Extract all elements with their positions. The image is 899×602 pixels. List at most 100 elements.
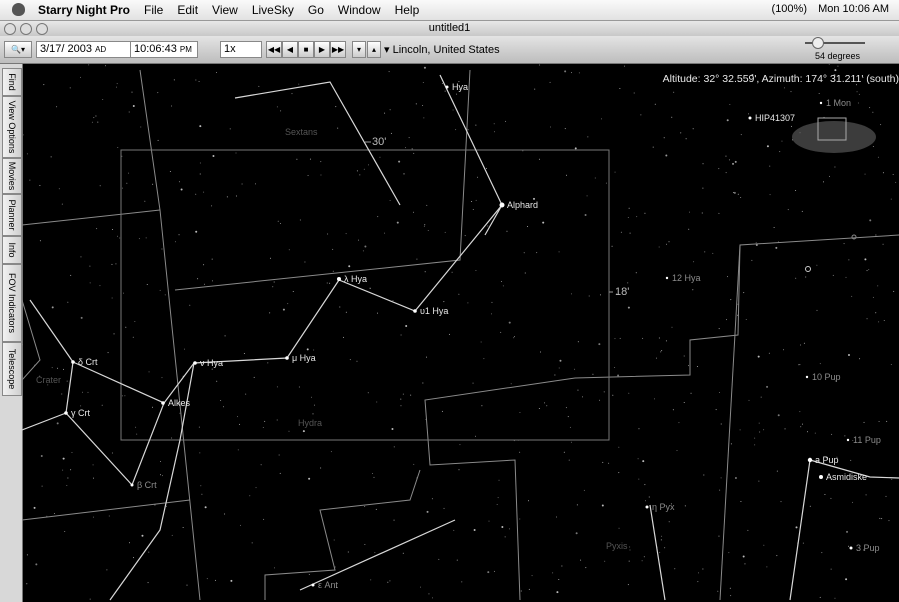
fov-indicator	[120, 149, 610, 441]
star	[779, 151, 781, 153]
star	[211, 368, 213, 370]
minimize-button[interactable]	[20, 23, 32, 35]
close-button[interactable]	[4, 23, 16, 35]
menu[interactable]: Edit	[177, 3, 199, 17]
star	[144, 200, 146, 202]
star	[504, 536, 506, 538]
step-back-button[interactable]: ◀◀	[266, 41, 282, 58]
star	[718, 168, 720, 170]
side-tab[interactable]: Find	[2, 68, 22, 96]
star	[580, 559, 582, 561]
planet	[805, 266, 811, 272]
star	[499, 202, 505, 208]
star	[116, 83, 118, 85]
star	[678, 422, 680, 424]
clock[interactable]: Mon 10:06 AM	[818, 3, 889, 15]
star	[403, 173, 405, 175]
play-button[interactable]: ▶	[314, 41, 330, 58]
star	[640, 114, 642, 116]
star	[659, 551, 661, 553]
star	[508, 528, 510, 530]
star	[818, 93, 820, 95]
star	[869, 107, 871, 109]
star	[124, 395, 126, 397]
star-label: η Pyx	[652, 502, 675, 512]
star	[759, 431, 761, 433]
side-tab[interactable]: Movies	[2, 158, 22, 194]
star	[546, 405, 548, 407]
star-label: γ Crt	[71, 408, 90, 418]
star	[357, 239, 359, 241]
star	[92, 516, 94, 518]
side-tab[interactable]: Info	[2, 236, 22, 264]
side-tab[interactable]: Telescope	[2, 342, 22, 396]
star	[552, 572, 554, 574]
star	[893, 290, 895, 292]
location[interactable]: ▾ Lincoln, United States	[384, 44, 500, 56]
star	[267, 362, 269, 364]
star	[832, 274, 834, 276]
zoom-knob[interactable]	[812, 37, 824, 49]
side-tab[interactable]: View Options	[2, 96, 22, 158]
star	[864, 258, 867, 261]
star	[523, 252, 525, 254]
menu[interactable]: Window	[337, 3, 381, 17]
time-field[interactable]: 10:06:43 PM	[130, 41, 198, 58]
menu[interactable]: File	[144, 3, 164, 17]
star	[308, 477, 311, 480]
star	[396, 221, 399, 224]
star	[377, 216, 379, 218]
side-tab[interactable]: Planner	[2, 194, 22, 236]
star	[451, 271, 453, 273]
star	[618, 527, 620, 529]
star	[638, 428, 640, 430]
star	[799, 364, 801, 366]
back-button[interactable]: ◀	[282, 41, 298, 58]
menu[interactable]: Help	[394, 3, 420, 17]
star	[164, 294, 166, 296]
star	[668, 521, 670, 523]
star	[389, 199, 391, 201]
up-button[interactable]: ▴	[367, 41, 381, 58]
star	[769, 165, 771, 167]
zoom-button[interactable]	[36, 23, 48, 35]
star	[583, 489, 585, 491]
star	[757, 355, 760, 358]
star	[458, 293, 460, 295]
rate-field[interactable]: 1x	[220, 41, 262, 58]
star	[763, 544, 765, 546]
star	[97, 121, 99, 123]
app-menu[interactable]: Starry Night Pro	[38, 3, 131, 17]
step-forward-button[interactable]: ▶▶	[330, 41, 346, 58]
down-button[interactable]: ▾	[352, 41, 366, 58]
battery[interactable]: (100%)	[771, 3, 807, 15]
star	[849, 546, 853, 550]
menu[interactable]: View	[212, 3, 238, 17]
star	[288, 249, 290, 251]
zoom-slider[interactable]	[805, 42, 865, 44]
star	[588, 295, 590, 297]
star	[313, 349, 315, 351]
star	[648, 496, 650, 498]
star	[629, 546, 631, 548]
star	[161, 401, 165, 405]
menu[interactable]: Go	[307, 3, 324, 17]
star	[64, 411, 68, 415]
star	[313, 404, 315, 406]
side-tab[interactable]: FOV Indicators	[2, 264, 22, 342]
stop-button[interactable]: ■	[298, 41, 314, 58]
star	[776, 470, 778, 472]
star	[211, 205, 213, 207]
star	[241, 183, 243, 185]
star	[199, 125, 202, 128]
star	[22, 344, 23, 346]
star	[428, 593, 430, 595]
apple-menu[interactable]	[12, 3, 25, 16]
menu[interactable]: LiveSky	[251, 3, 294, 17]
star	[400, 398, 402, 400]
date-field[interactable]: 3/17/ 2003 AD	[36, 41, 154, 58]
search-button[interactable]: 🔍▾	[4, 41, 32, 58]
star	[371, 472, 373, 474]
title-bar: untitled1	[0, 21, 899, 36]
star	[89, 265, 91, 267]
